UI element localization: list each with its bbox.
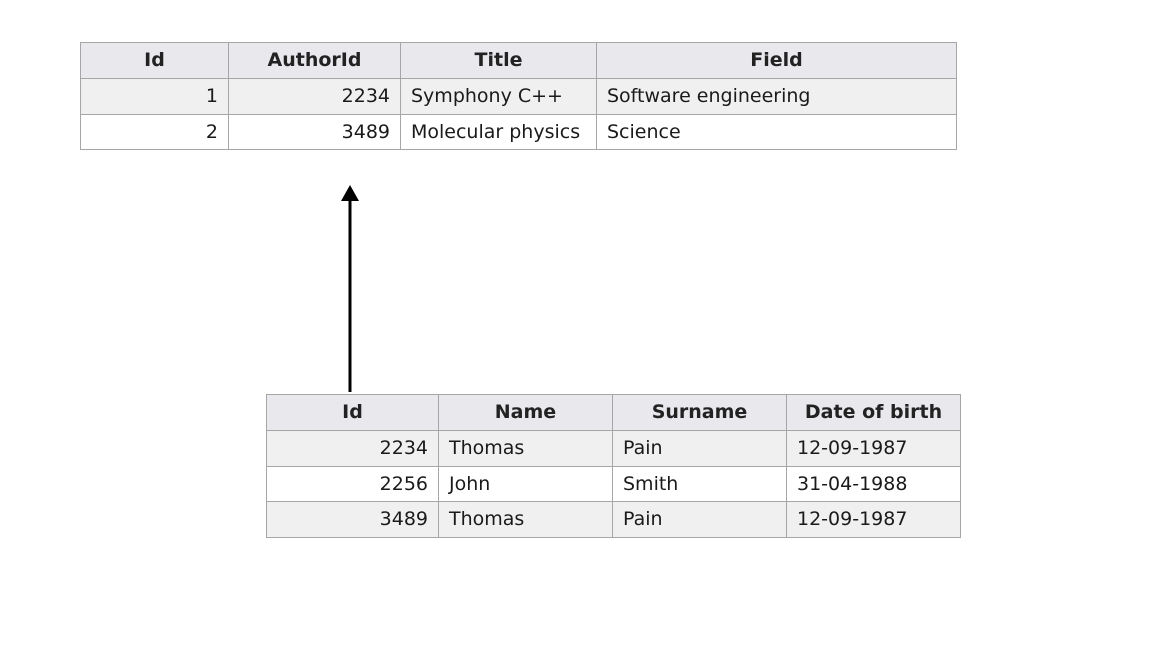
cell-id: 2256 [267,466,439,502]
cell-field: Science [597,114,957,150]
cell-authorid: 3489 [229,114,401,150]
diagram-canvas: Id AuthorId Title Field 1 2234 Symphony … [0,0,1174,646]
cell-surname: Pain [613,502,787,538]
cell-name: Thomas [439,430,613,466]
cell-name: John [439,466,613,502]
cell-dob: 12-09-1987 [787,502,961,538]
cell-surname: Smith [613,466,787,502]
cell-id: 1 [81,78,229,114]
cell-dob: 31-04-1988 [787,466,961,502]
col-header-title: Title [401,43,597,79]
col-header-id: Id [81,43,229,79]
authors-table-header: Id Name Surname Date of birth [267,395,961,431]
table-row: 2256 John Smith 31-04-1988 [267,466,961,502]
cell-id: 3489 [267,502,439,538]
books-table-header: Id AuthorId Title Field [81,43,957,79]
books-table: Id AuthorId Title Field 1 2234 Symphony … [80,42,957,150]
table-row: 3489 Thomas Pain 12-09-1987 [267,502,961,538]
cell-title: Molecular physics [401,114,597,150]
table-row: 2234 Thomas Pain 12-09-1987 [267,430,961,466]
table-row: 2 3489 Molecular physics Science [81,114,957,150]
authors-table: Id Name Surname Date of birth 2234 Thoma… [266,394,961,538]
cell-title: Symphony C++ [401,78,597,114]
cell-field: Software engineering [597,78,957,114]
col-header-field: Field [597,43,957,79]
col-header-dob: Date of birth [787,395,961,431]
table-row: 1 2234 Symphony C++ Software engineering [81,78,957,114]
cell-surname: Pain [613,430,787,466]
col-header-surname: Surname [613,395,787,431]
col-header-name: Name [439,395,613,431]
cell-authorid: 2234 [229,78,401,114]
cell-name: Thomas [439,502,613,538]
cell-dob: 12-09-1987 [787,430,961,466]
col-header-authorid: AuthorId [229,43,401,79]
cell-id: 2 [81,114,229,150]
col-header-id: Id [267,395,439,431]
cell-id: 2234 [267,430,439,466]
